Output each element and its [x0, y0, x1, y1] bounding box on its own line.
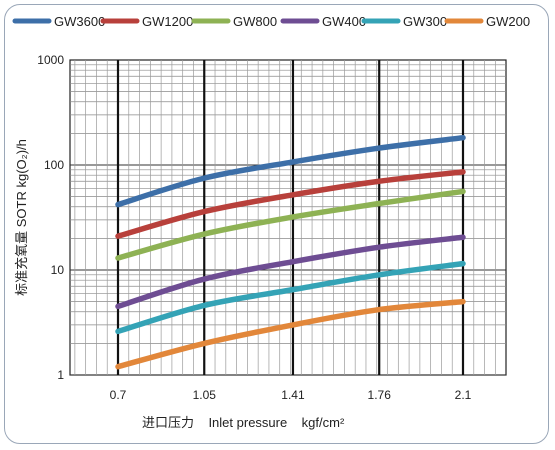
legend-label: GW300	[403, 14, 447, 29]
x-tick-label: 2.1	[455, 388, 472, 402]
series-line-gw800	[115, 188, 466, 261]
y-tick-label: 100	[44, 158, 64, 172]
y-tick-label: 10	[51, 263, 65, 277]
series-layer	[115, 134, 466, 370]
x-tick-label: 1.76	[368, 388, 392, 402]
x-tick-label: 1.05	[193, 388, 217, 402]
series-line-gw200	[115, 298, 466, 370]
x-tick-label: 1.41	[281, 388, 305, 402]
legend-label: GW200	[486, 14, 530, 29]
series-line-gw400	[115, 234, 466, 310]
legend-label: GW1200	[142, 14, 193, 29]
y-tick-label: 1000	[37, 53, 64, 67]
series-line-gw300	[115, 260, 466, 335]
series-line-gw3600	[115, 134, 466, 208]
y-tick-labels: 1 10 100 1000	[37, 53, 64, 382]
legend: GW3600 GW1200 GW800 GW400 GW300 GW200	[12, 14, 530, 29]
x-axis-title: 进口压力 Inlet pressure kgf/cm²	[142, 415, 345, 430]
y-axis-title: 标准充氧量 SOTR kg(O₂)/h	[14, 139, 29, 296]
legend-label: GW800	[233, 14, 277, 29]
x-tick-labels: 0.7 1.05 1.41 1.76 2.1	[110, 388, 472, 402]
series-line-gw1200	[115, 169, 466, 239]
x-tick-label: 0.7	[110, 388, 127, 402]
legend-label: GW400	[322, 14, 366, 29]
legend-label: GW3600	[54, 14, 105, 29]
y-tick-label: 1	[57, 368, 64, 382]
